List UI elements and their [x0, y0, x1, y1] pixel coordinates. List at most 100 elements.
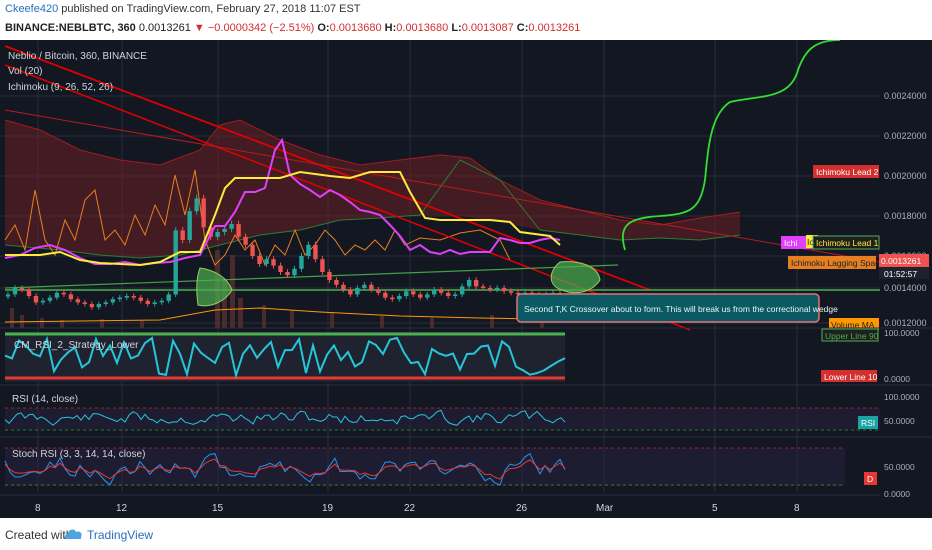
chart-svg[interactable]: 0.0024000 0.0022000 0.0020000 0.0018000 … [0, 39, 932, 518]
ticker-open: 0.0013680 [329, 22, 382, 34]
candle-body [320, 259, 325, 272]
candle-body [452, 294, 458, 296]
candle-body [75, 299, 81, 303]
cmrsi-legend: CM_RSI_2_Strategy_Lower [14, 340, 139, 351]
svg-text:0.0024000: 0.0024000 [884, 91, 927, 101]
ichimoku-lead1-line [4, 159, 741, 259]
annotation-box[interactable] [516, 293, 820, 323]
candle-body [271, 259, 276, 266]
candle-body [411, 291, 416, 295]
ticker-change: −0.0000342 (−2.51%) [207, 22, 315, 34]
candle-body [501, 288, 507, 292]
tradingview-logo-icon [64, 527, 84, 544]
candle-body [68, 294, 74, 300]
candle-body [341, 284, 346, 290]
candle-body [278, 265, 283, 272]
cmrsi-pane-bg [5, 332, 565, 382]
candle-body [187, 211, 192, 240]
lead1-label: Ichimoku Lead 1 [816, 238, 879, 248]
candle-body [229, 224, 234, 229]
last-price-label: 0.0013261 [881, 256, 921, 266]
stoch-tag: D [867, 474, 873, 484]
rsi-tag: RSI [861, 418, 875, 428]
stoch-k-line [4, 452, 566, 486]
chart-area[interactable]: 0.0024000 0.0022000 0.0020000 0.0018000 … [0, 39, 932, 518]
candle-body [480, 286, 486, 288]
candle-body [250, 244, 255, 256]
ticker-low: 0.0013087 [461, 22, 514, 34]
vol-legend: Vol (20) [8, 66, 42, 77]
tradingview-link[interactable]: TradingView [87, 528, 154, 542]
lead2-label: Ichimoku Lead 2 [816, 167, 879, 177]
candle-body [243, 236, 248, 245]
down-arrow-icon: ▼ [193, 22, 205, 34]
candle-body [257, 256, 262, 264]
candle-body [26, 289, 32, 296]
candle-body [82, 302, 88, 304]
candle-body [446, 292, 451, 296]
candle-body [96, 304, 102, 308]
candle-body [54, 292, 60, 298]
candle-body [264, 259, 269, 264]
rsi-line [4, 409, 566, 426]
candle-body [124, 296, 129, 298]
candle-body [117, 297, 122, 300]
red-trendline-3 [4, 109, 881, 263]
svg-text:0.0012000: 0.0012000 [884, 318, 927, 328]
candle-body [439, 289, 444, 293]
candle-body [425, 294, 430, 298]
candle-body [61, 292, 67, 295]
highlight-shape-1 [196, 267, 233, 307]
annotation-text: Second T,K Crossover about to form. This… [524, 304, 838, 314]
candle-body [208, 227, 213, 237]
ichimoku-lagging-line [4, 169, 511, 267]
rsi-band [5, 408, 880, 430]
candle-body [89, 304, 95, 308]
candle-body [466, 280, 472, 287]
legends: Neblio / Bitcoin, 360, BINANCE Vol (20) … [8, 51, 147, 460]
publish-header: Ckeefe420 published on TradingView.com, … [0, 0, 932, 40]
candle-body [194, 198, 199, 212]
conversion-label: Ichi [784, 238, 797, 248]
svg-text:Mar: Mar [596, 503, 614, 514]
ichimoku-conversion-line [4, 137, 561, 267]
svg-text:0.0000: 0.0000 [884, 374, 910, 384]
candle-body [222, 228, 227, 232]
wedge-upper-trendline [4, 45, 651, 291]
candle-body [508, 291, 514, 293]
candle-body [173, 230, 178, 295]
candle-body [369, 284, 374, 290]
rsi-legend: RSI (14, close) [12, 394, 78, 405]
ichimoku-base-line [5, 170, 561, 267]
author-link[interactable]: Ckeefe420 [5, 3, 59, 15]
publish-text: published on TradingView.com, February 2… [61, 3, 361, 15]
candle-body [299, 256, 304, 269]
ticker-symbol: BINANCE:NEBLBTC, 360 [5, 22, 136, 34]
footer: Created with TradingView [0, 518, 932, 550]
svg-text:26: 26 [516, 503, 528, 514]
ichimoku-cloud [5, 120, 740, 258]
candle-body [110, 299, 116, 303]
candle-body [355, 288, 360, 295]
candle-body [473, 280, 479, 287]
candle-body [376, 289, 381, 293]
candle-body [306, 244, 311, 256]
candle-body [12, 288, 18, 295]
candle-body [404, 291, 409, 296]
svg-text:50.0000: 50.0000 [884, 462, 915, 472]
upper-line-label: Upper Line 90 [825, 331, 879, 341]
candle-body [40, 300, 46, 303]
svg-text:15: 15 [212, 503, 224, 514]
candle-body [348, 289, 353, 295]
rsi-axis: 100.0000 RSI 50.0000 [858, 392, 920, 429]
svg-text:0.0020000: 0.0020000 [884, 171, 927, 181]
candle-body [334, 280, 339, 285]
countdown-timer: 01:52:57 [884, 269, 917, 279]
cmrsi-line [4, 335, 566, 380]
candle-body [397, 296, 402, 300]
candle-body [292, 268, 297, 276]
cmrsi-axis: Upper Line 90 100.0000 Lower Line 10 0.0… [821, 328, 920, 384]
svg-text:0.0000: 0.0000 [884, 489, 910, 499]
candle-body [5, 294, 11, 297]
price-labels: Ichimoku Lead 2 Ichi Ic Ichimoku Lead 1 … [781, 165, 929, 330]
